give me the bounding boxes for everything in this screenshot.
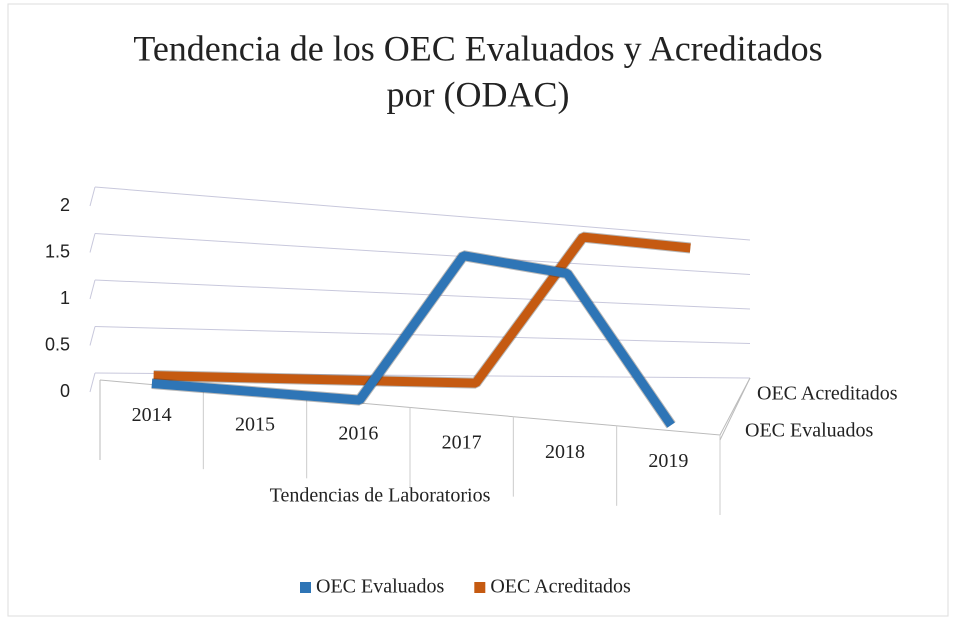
y-tick-label: 0 xyxy=(60,381,70,401)
x-tick-label: 2019 xyxy=(648,450,688,472)
series-line xyxy=(151,251,675,428)
x-tick-label: 2016 xyxy=(338,423,378,445)
chart-title: Tendencia de los OEC Evaluados y Acredit… xyxy=(133,28,822,68)
grid-line xyxy=(89,186,96,207)
x-tick-label: 2015 xyxy=(235,413,275,435)
legend-swatch xyxy=(474,582,486,593)
grid-line xyxy=(94,233,751,275)
legend-label: OEC Evaluados xyxy=(316,576,445,598)
grid-line xyxy=(94,279,751,310)
y-tick-label: 0.5 xyxy=(45,334,70,354)
depth-label: OEC Evaluados xyxy=(745,420,874,442)
x-tick-label: 2017 xyxy=(442,432,482,454)
legend-label: OEC Acreditados xyxy=(490,576,631,598)
depth-label: OEC Acreditados xyxy=(757,383,898,405)
x-tick-label: 2014 xyxy=(132,404,172,426)
grid-line xyxy=(89,326,96,346)
grid-line xyxy=(94,186,751,241)
y-tick-label: 2 xyxy=(60,195,70,215)
grid-line xyxy=(89,372,96,393)
y-tick-label: 1.5 xyxy=(45,241,70,261)
grid-line xyxy=(94,326,751,344)
grid-line xyxy=(89,279,96,300)
grid-line xyxy=(89,233,96,253)
x-axis-title: Tendencias de Laboratorios xyxy=(270,485,491,507)
depth-axis xyxy=(719,377,751,441)
series-line xyxy=(153,232,691,388)
y-tick-label: 1 xyxy=(60,288,70,308)
chart-frame xyxy=(7,3,949,617)
x-tick-label: 2018 xyxy=(545,441,585,463)
legend-swatch xyxy=(300,582,311,593)
chart-title: por (ODAC) xyxy=(387,74,570,114)
